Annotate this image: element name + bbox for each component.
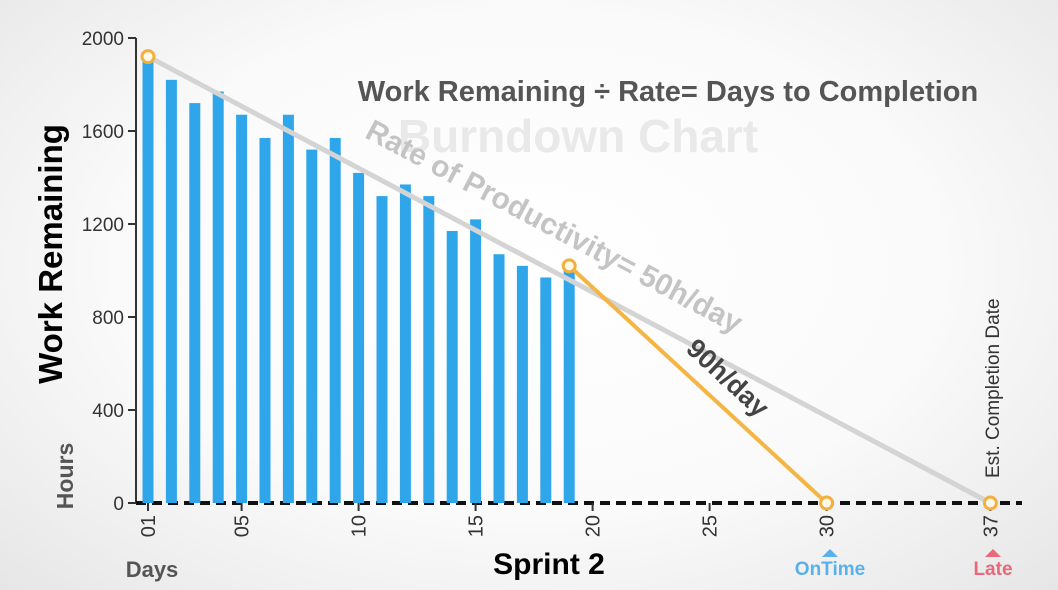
y-tick-label: 400 — [92, 401, 124, 422]
x-axis-label: Sprint 2 — [493, 548, 605, 581]
chart-subtitle: Work Remaining ÷ Rate= Days to Completio… — [358, 76, 978, 108]
point-marker — [819, 495, 835, 511]
bar-day-15 — [470, 219, 482, 503]
bar-day-9 — [329, 137, 341, 503]
x-axis-unit: Days — [126, 557, 179, 582]
on-time-label: OnTime — [795, 559, 865, 580]
y-tick-label: 800 — [92, 308, 124, 329]
bar-day-1 — [142, 56, 154, 503]
y-tick-label: 0 — [113, 494, 124, 515]
x-tick-label: 37 — [980, 515, 1002, 537]
bar-day-14 — [446, 230, 458, 503]
bar-day-17 — [516, 265, 528, 503]
bar-day-13 — [423, 196, 435, 503]
bar-day-4 — [212, 91, 224, 503]
on-time-arrow-icon — [822, 549, 838, 557]
bar-day-7 — [282, 114, 294, 503]
x-tick-label: 05 — [232, 515, 254, 537]
bar-day-6 — [259, 137, 271, 503]
x-tick-label: 10 — [349, 515, 371, 537]
bar-day-2 — [165, 79, 177, 503]
rate-50-line — [145, 54, 993, 506]
bar-day-18 — [540, 277, 552, 503]
y-tick-label: 2000 — [82, 29, 124, 50]
bar-day-12 — [399, 184, 411, 503]
chart-title: Burndown Chart — [398, 110, 758, 162]
late-arrow-icon — [985, 549, 1001, 557]
trend-lines — [145, 54, 993, 506]
point-markers — [140, 49, 998, 511]
bar-day-8 — [306, 149, 318, 503]
late-label: Late — [973, 559, 1012, 580]
point-marker — [561, 258, 577, 274]
bar-day-5 — [236, 114, 248, 503]
x-tick-label: 25 — [700, 515, 722, 537]
x-tick-label: 01 — [138, 515, 160, 537]
y-axis-ticks: 0 400 800 1200 1600 2000 — [82, 29, 136, 515]
est-completion-label: Est. Completion Date — [983, 298, 1004, 478]
rate-90-line — [567, 263, 829, 505]
x-axis-ticks: 01 05 10 15 20 25 30 37 — [138, 503, 1002, 537]
bar-day-11 — [376, 196, 388, 503]
bar-day-10 — [353, 172, 365, 503]
y-tick-label: 1200 — [82, 215, 124, 236]
bar-day-19 — [563, 265, 575, 503]
bar-day-3 — [189, 103, 201, 503]
point-marker — [140, 49, 156, 65]
y-axis-label: Work Remaining — [32, 124, 69, 384]
x-tick-label: 30 — [817, 515, 839, 537]
x-tick-label: 15 — [466, 515, 488, 537]
bar-day-16 — [493, 254, 505, 503]
point-marker — [982, 495, 998, 511]
x-tick-label: 20 — [583, 515, 605, 537]
bar-series — [142, 56, 575, 503]
y-tick-label: 1600 — [82, 122, 124, 143]
y-axis-unit: Hours — [52, 443, 78, 509]
